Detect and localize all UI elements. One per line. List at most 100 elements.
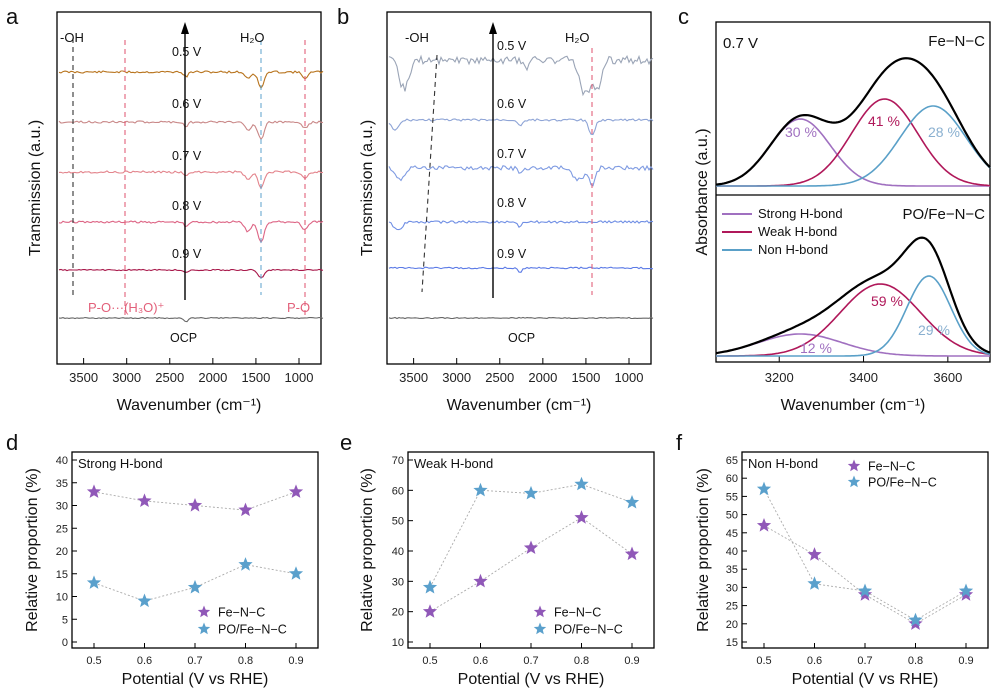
fit-bottom-total (715, 236, 991, 355)
data-point-1-2 (857, 583, 873, 598)
panel-a: a 3500 3000 2500 2000 1500 1000 Wavenumber (c… (6, 4, 324, 414)
panel-b-xticks: 3500 3000 2500 2000 1500 1000 (399, 358, 643, 385)
xtick-label: 0.6 (137, 655, 152, 667)
legend-label-0: Fe−N−C (218, 606, 265, 620)
ytick-label: 60 (726, 473, 738, 485)
panel-c-top-weak-pct: 41 % (868, 113, 900, 129)
data-point-1-4 (288, 566, 304, 580)
data-point-0-1 (137, 493, 152, 507)
panel-a-po-label: P-O (287, 300, 310, 315)
panel-b-arrow-head (489, 22, 497, 34)
series-line-0 (763, 525, 967, 625)
spectrum-b-0.9V (388, 266, 654, 273)
panel-d-frame (71, 451, 319, 649)
data-point-1-1 (807, 576, 822, 590)
spectrum-b-OCP (388, 316, 654, 320)
panel-f-frame (741, 451, 989, 649)
xtick-label: 0.7 (187, 655, 202, 667)
data-point-1-2 (523, 485, 539, 500)
xtick-label: 0.5 (422, 655, 437, 667)
legend-non-label: Non H-bond (758, 242, 828, 257)
ytick-label: 15 (56, 569, 68, 581)
data-point-0-0 (756, 518, 772, 532)
panel-e-plot: 10 20 30 40 50 60 70 0.5 0.6 0.7 0.8 0.9 Fe−N−C PO/Fe… (392, 455, 640, 667)
data-point-0-2 (187, 498, 203, 512)
legend-strong-label: Strong H-bond (758, 206, 843, 221)
panel-b-frame (386, 11, 652, 365)
data-point-1-2 (187, 579, 203, 594)
ytick-label: 20 (56, 546, 68, 558)
ytick-label: 20 (392, 607, 404, 619)
xtick-label: 1000 (615, 370, 644, 385)
panel-d-xlabel: Potential (V vs RHE) (122, 671, 269, 688)
panel-a-oh-label: -OH (60, 30, 84, 45)
panel-a-h2o-label: H₂O (240, 30, 265, 45)
legend-label-1: PO/Fe−N−C (554, 623, 623, 637)
panel-d: d Relative proportion (%) Potential (V v… (6, 430, 319, 688)
panel-c: c 3200 3400 3600 0.7 V Fe−N−C PO/Fe−N−C Ab… (678, 4, 991, 414)
legend-marker-1 (197, 622, 211, 635)
panel-c-potential: 0.7 V (723, 35, 758, 52)
panel-b-pot-06: 0.6 V (497, 97, 527, 111)
spectrum-a-0.7V (58, 170, 324, 190)
xtick-label: 0.7 (857, 655, 872, 667)
data-point-1-4 (958, 583, 974, 598)
panel-a-poh3o-label: P-O···(H₃O)⁺ (88, 300, 164, 315)
panel-f-plot: 15 20 25 30 35 40 45 50 55 60 65 0.5 0.6 0.7 0.8 0.9 Fe−… (726, 455, 974, 667)
ytick-label: 35 (56, 478, 68, 490)
series-line-1 (763, 488, 967, 621)
xtick-label: 3500 (69, 370, 98, 385)
data-point-0-3 (238, 502, 253, 517)
spectrum-a-OCP (58, 316, 324, 323)
panel-c-bottom-strong-pct: 12 % (800, 340, 832, 356)
ytick-label: 50 (726, 510, 738, 522)
ytick-label: 10 (56, 592, 68, 604)
panel-a-ocp: OCP (170, 331, 197, 345)
ytick-label: 40 (56, 455, 68, 467)
panel-c-top-title: Fe−N−C (928, 33, 985, 50)
panel-a-pot-07: 0.7 V (172, 149, 202, 163)
panel-c-bottom-weak-pct: 59 % (871, 293, 903, 309)
panel-f-letter: f (676, 430, 683, 455)
xtick-label: 2500 (485, 370, 514, 385)
panel-b-pot-07: 0.7 V (497, 147, 527, 161)
xtick-label: 1000 (285, 370, 314, 385)
panel-e-xlabel: Potential (V vs RHE) (458, 671, 605, 688)
data-point-0-2 (523, 540, 539, 554)
spectrum-b-0.8V (388, 220, 654, 231)
panel-b-ocp: OCP (508, 331, 535, 345)
panel-c-letter: c (678, 4, 689, 29)
legend-label-1: PO/Fe−N−C (868, 476, 937, 490)
xtick-label: 0.9 (624, 655, 639, 667)
panel-a-arrow-head (181, 22, 189, 34)
series-line-0 (429, 517, 633, 613)
spectrum-b-0.7V (388, 164, 654, 187)
data-point-1-1 (473, 482, 488, 497)
panel-c-top-strong-pct: 30 % (785, 124, 817, 140)
data-point-1-1 (137, 593, 152, 608)
ytick-label: 45 (726, 528, 738, 540)
panel-a-xlabel: Wavenumber (cm⁻¹) (117, 397, 262, 414)
data-point-0-1 (473, 573, 488, 588)
data-point-1-0 (422, 579, 438, 594)
ytick-label: 5 (62, 614, 68, 626)
panel-b-xlabel: Wavenumber (cm⁻¹) (447, 397, 592, 414)
xtick-label: 0.8 (908, 655, 923, 667)
data-point-1-4 (624, 495, 640, 509)
data-point-1-3 (574, 476, 589, 491)
spectrum-a-0.5V (58, 70, 324, 90)
panel-b-oh-dashline (421, 54, 438, 293)
panel-e-ylabel: Relative proportion (%) (359, 468, 376, 632)
panel-c-bottom-title: PO/Fe−N−C (902, 206, 985, 223)
data-point-0-1 (807, 547, 822, 561)
panel-b-pot-08: 0.8 V (497, 196, 527, 210)
spectrum-b-0.6V (388, 118, 654, 136)
legend-marker-0 (847, 459, 861, 472)
data-point-0-0 (422, 604, 438, 618)
fit-top-total (715, 57, 991, 186)
panel-e-title: Weak H-bond (414, 456, 493, 471)
xtick-label: 2000 (198, 370, 227, 385)
xtick-label: 2000 (528, 370, 557, 385)
panel-e: e Relative proportion (%) Potential (V v… (340, 430, 655, 688)
